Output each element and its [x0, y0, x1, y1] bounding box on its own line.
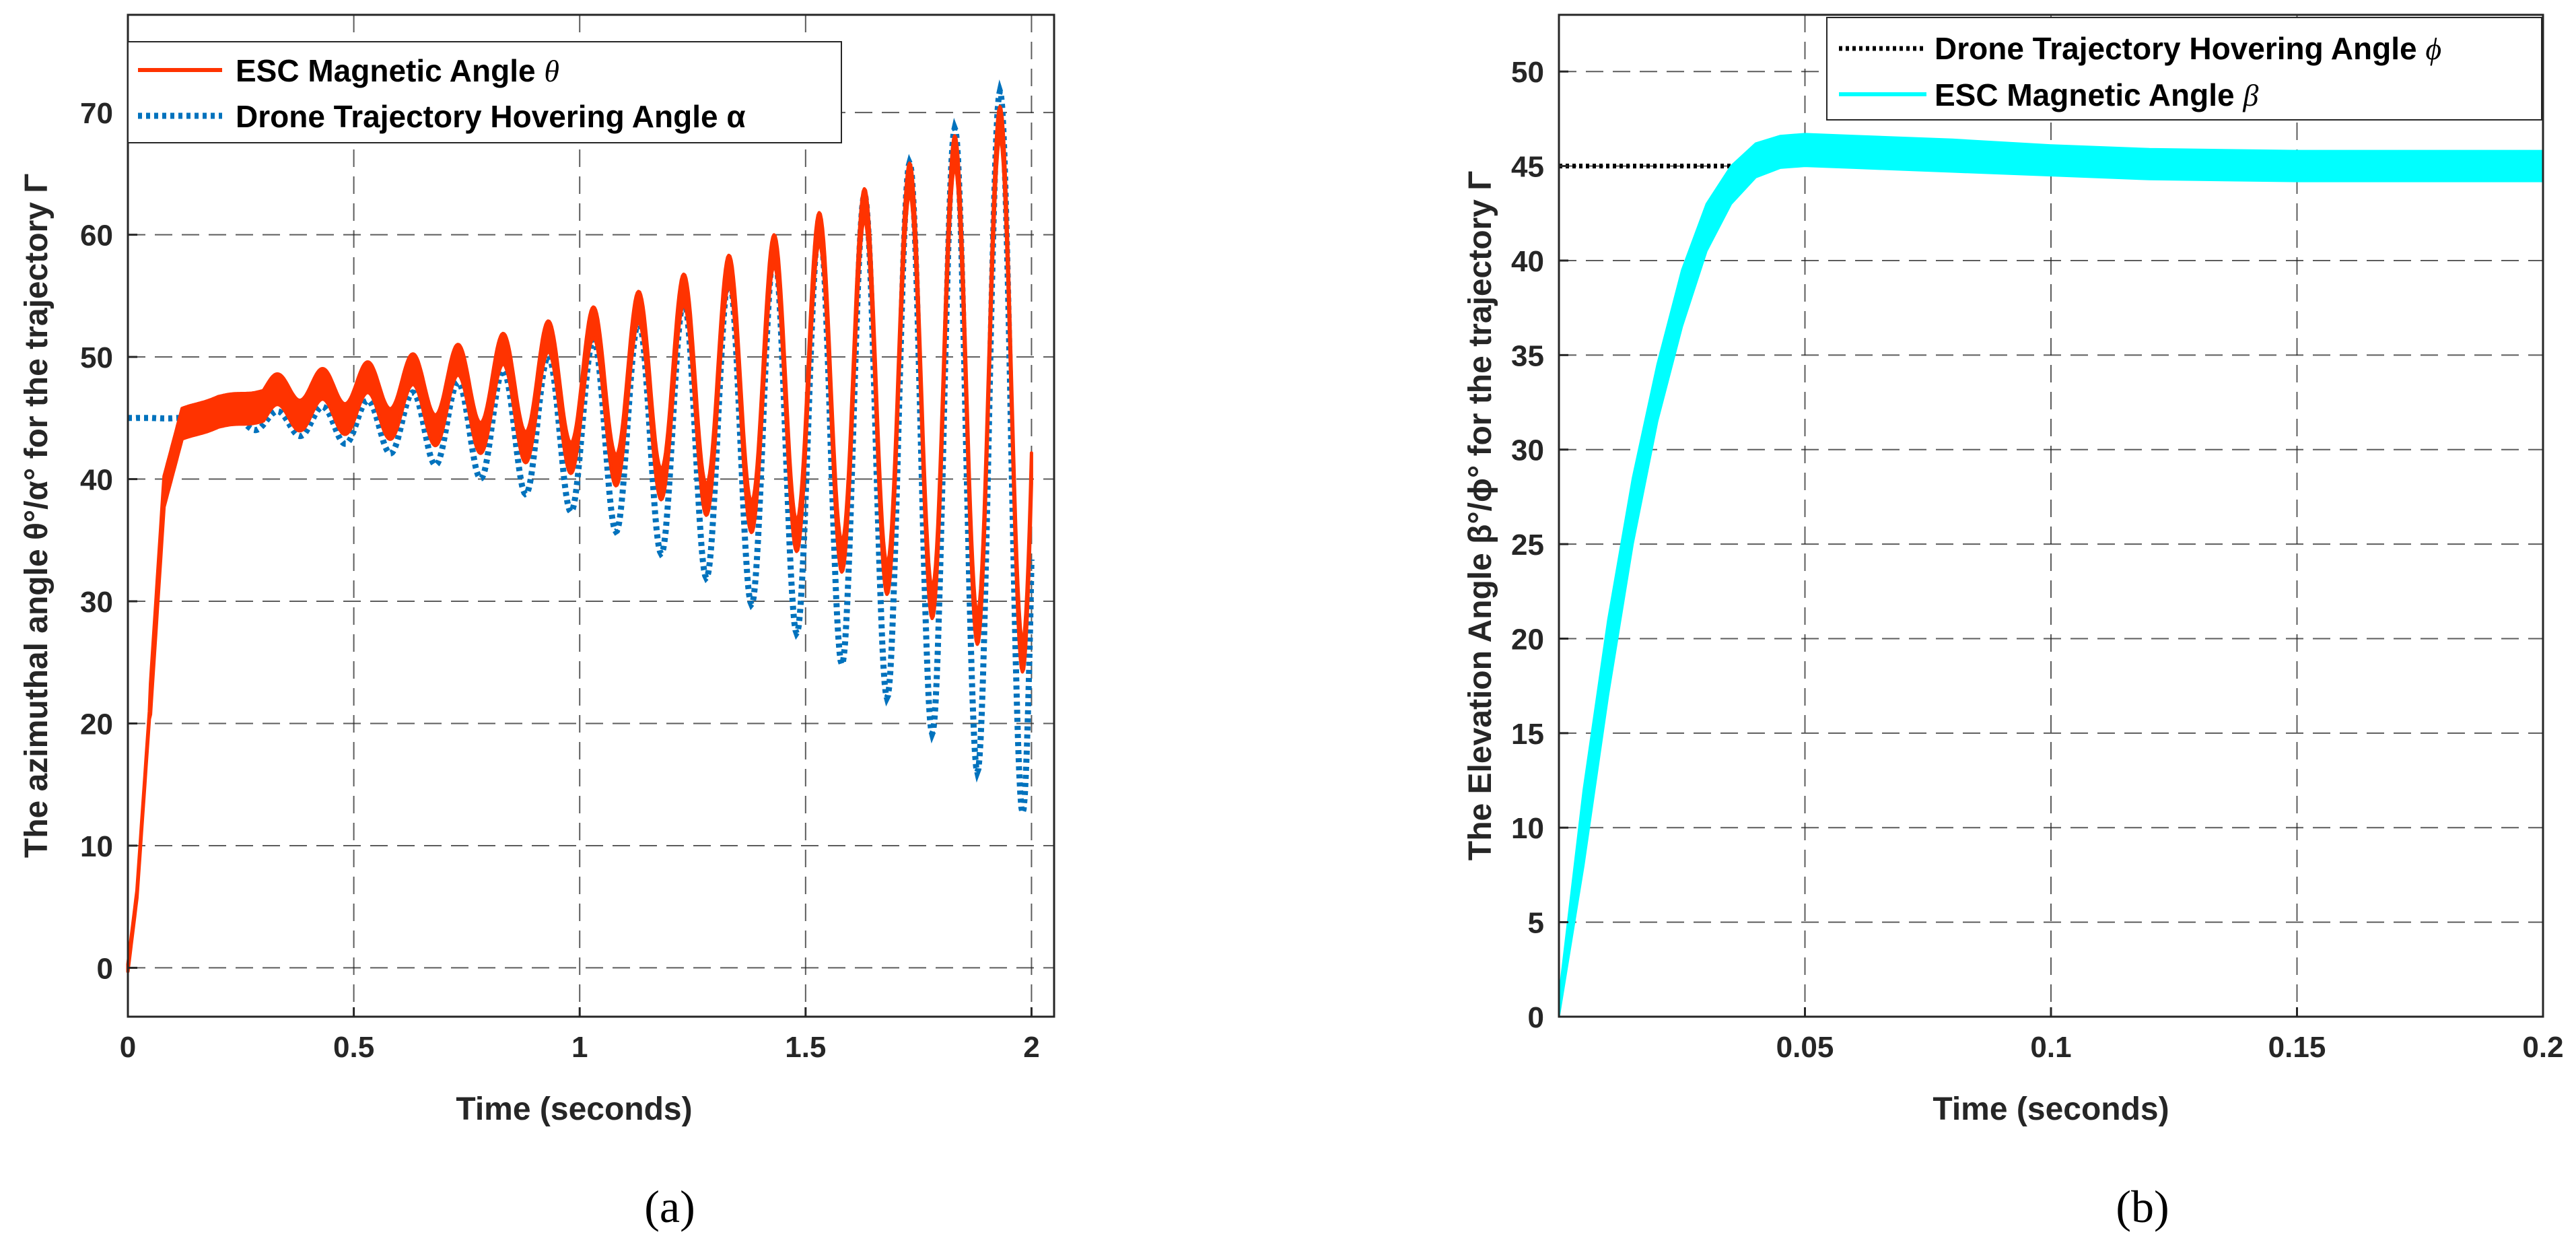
panel-b-ytick-label-5: 25 — [1511, 529, 1544, 562]
panel-b-xtick-label-2: 0.15 — [2268, 1031, 2326, 1064]
panel-a-axes-frame — [127, 13, 1055, 1018]
panel-a-ytick-label-3: 30 — [80, 586, 113, 619]
panel-a-xtick-label-1: 0.5 — [333, 1031, 374, 1064]
panel-a-ytick-label-4: 40 — [80, 464, 113, 497]
panel-b-ytick-label-3: 15 — [1511, 718, 1544, 751]
panel-a-legend-box — [127, 41, 842, 143]
panel-b-xtick-label-3: 0.2 — [2522, 1031, 2563, 1064]
panel-a-ytick-label-2: 20 — [80, 708, 113, 741]
panel-b-ytick-label-4: 20 — [1511, 623, 1544, 656]
panel-b-legend-box — [1826, 17, 2542, 121]
panel-b-ytick-label-6: 30 — [1511, 434, 1544, 467]
panel-b-ytick-label-0: 0 — [1528, 1001, 1544, 1034]
panel-b-ytick-label-8: 40 — [1511, 245, 1544, 278]
panel-b-ytick-label-7: 35 — [1511, 339, 1544, 372]
panel-a-series — [126, 79, 1035, 974]
panel-b-ylabel: The Elevation Angle β°/ϕ° for the trajec… — [1463, 171, 1498, 860]
panel-b-ytick-label-2: 10 — [1511, 812, 1544, 845]
panel-a-grid — [127, 15, 1054, 1017]
panel-a-ytick-label-0: 0 — [97, 952, 113, 985]
panel-a-ytick-label-5: 50 — [80, 341, 113, 374]
panel-b-ytick-label-9: 45 — [1511, 151, 1544, 184]
panel-a-xtick-label-3: 1.5 — [785, 1031, 826, 1064]
panel-b-xtick-label-1: 0.1 — [2030, 1031, 2071, 1064]
legend-label-esc-theta: ESC Magnetic Angle θ — [236, 53, 559, 88]
legend-label-esc-beta: ESC Magnetic Angle β — [1935, 77, 2258, 112]
panel-a-xlabel: Time (seconds) — [456, 1091, 692, 1127]
panel-a-xtick-label-4: 2 — [1023, 1031, 1039, 1064]
panel-b-xtick-label-0: 0.05 — [1776, 1031, 1834, 1064]
legend-label-drone-phi: Drone Trajectory Hovering Angle ϕ — [1935, 31, 2441, 66]
panel-b-caption: (b) — [2116, 1181, 2169, 1232]
panel-b-xlabel: Time (seconds) — [1933, 1091, 2169, 1127]
panel-b-legend: Drone Trajectory Hovering Angle ϕ ESC Ma… — [1826, 17, 2542, 121]
panel-a-ytick-label-6: 60 — [80, 219, 113, 252]
panel-a-caption: (a) — [644, 1181, 695, 1232]
panel-a-ylabel: The azimuthal angle θ°/α° for the trajec… — [19, 174, 55, 858]
series-esc-theta — [126, 104, 1033, 974]
panel-b-chart: 0.05 0.1 0.15 0.2 0 5 10 15 20 25 30 35 40 45 50 Time … — [1463, 13, 2564, 1232]
panel-a-ytick-label-7: 70 — [80, 97, 113, 130]
panel-b-ytick-label-10: 50 — [1511, 56, 1544, 89]
panel-b-ticks: 0.05 0.1 0.15 0.2 0 5 10 15 20 25 30 35 40 45 50 — [1511, 56, 2564, 1064]
legend-label-drone-alpha: Drone Trajectory Hovering Angle α — [236, 99, 746, 134]
panel-a-xtick-label-2: 1 — [571, 1031, 588, 1064]
panel-a-xtick-label-0: 0 — [120, 1031, 136, 1064]
panel-b-ytick-label-1: 5 — [1528, 907, 1544, 940]
panel-a-ytick-label-1: 10 — [80, 830, 113, 863]
series-drone-alpha — [128, 79, 1035, 825]
panel-a-legend: ESC Magnetic Angle θ Drone Trajectory Ho… — [127, 41, 842, 143]
